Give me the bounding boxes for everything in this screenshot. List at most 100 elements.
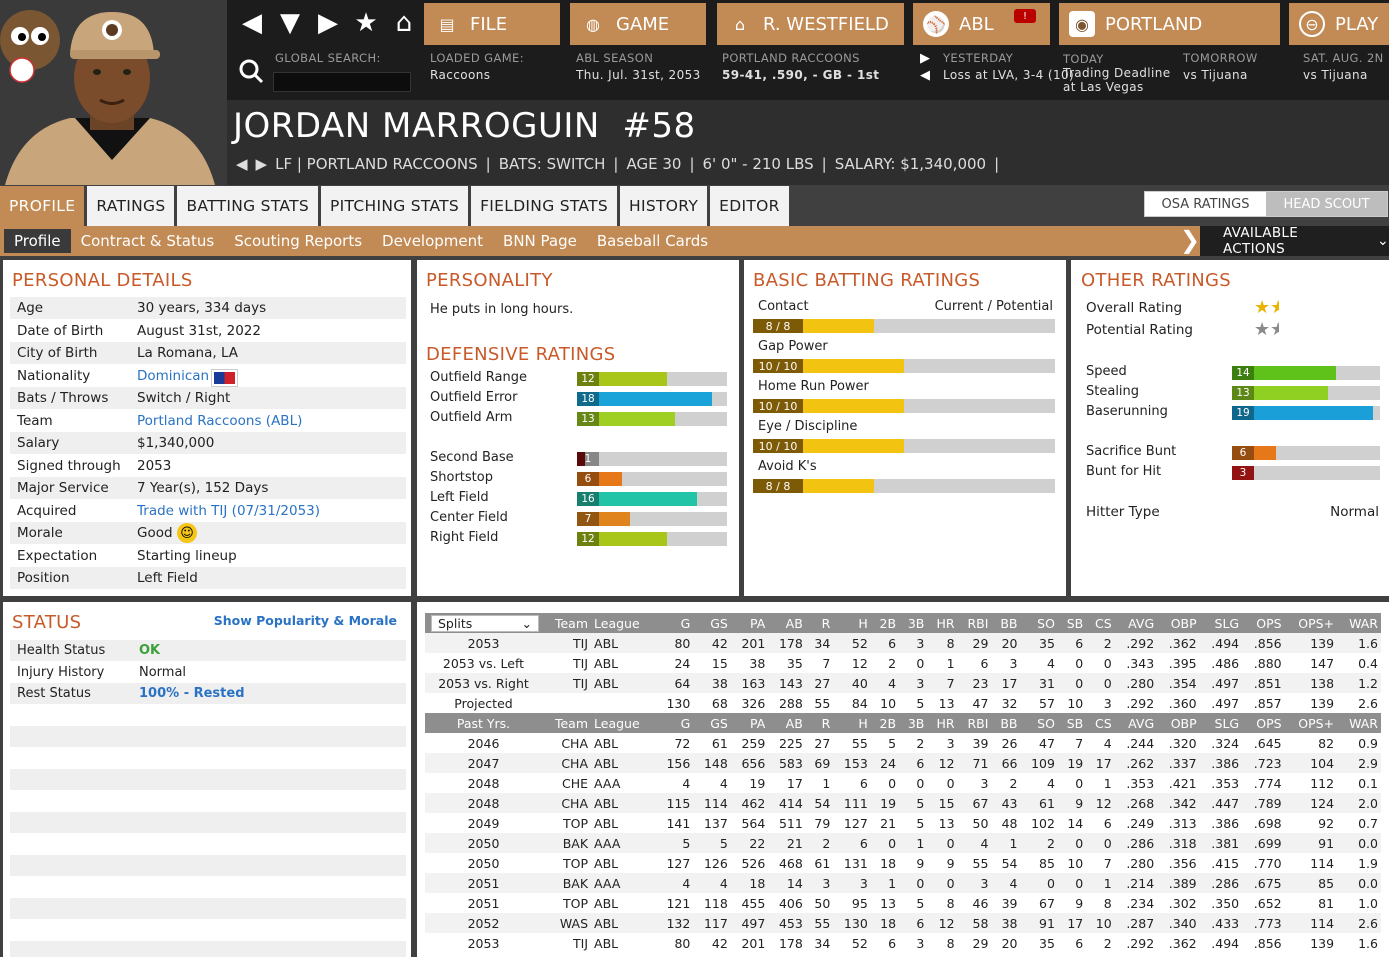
stats-header-cell[interactable]: GS bbox=[693, 613, 731, 633]
tab-fielding-stats[interactable]: FIELDING STATS bbox=[471, 186, 618, 226]
stats-header-row: Past Yrs. Team League G GS PA AB R H 2B 3B HR RBI BB S… bbox=[425, 713, 1381, 733]
stats-header-cell[interactable]: Team bbox=[542, 613, 592, 633]
star-icon[interactable]: ★ bbox=[354, 8, 378, 38]
stats-header-cell[interactable]: OPS+ bbox=[1284, 613, 1338, 633]
stats-cell: CHA bbox=[542, 793, 592, 813]
stats-header-cell[interactable]: SLG bbox=[1199, 613, 1243, 633]
search-input[interactable] bbox=[273, 72, 411, 92]
stats-header-cell[interactable]: OPS bbox=[1242, 713, 1285, 733]
file-button[interactable]: ▤ FILE bbox=[424, 3, 560, 45]
play-button[interactable]: ⊖ PLAY bbox=[1289, 3, 1389, 45]
manager-button[interactable]: ⌂ R. WESTFIELD bbox=[717, 3, 904, 45]
stats-header-cell[interactable]: 2B bbox=[870, 613, 900, 633]
stats-header-cell[interactable]: G bbox=[655, 713, 694, 733]
schedule-arrows[interactable]: ▶ ◀ bbox=[920, 51, 931, 83]
head-scout-button[interactable]: HEAD SCOUT bbox=[1266, 192, 1387, 216]
stats-header-cell[interactable]: GS bbox=[693, 713, 731, 733]
stats-header-cell[interactable]: Team bbox=[542, 713, 592, 733]
stats-header-cell[interactable]: BB bbox=[991, 613, 1021, 633]
splits-select[interactable]: Splits ⌄ bbox=[431, 614, 539, 632]
notification-badge[interactable]: ! bbox=[1014, 9, 1036, 23]
table-row: 2049 TOP ABL 141 137 564 511 79 127 21 5 13 50 48 102 1… bbox=[425, 813, 1381, 833]
league-button[interactable]: ⚾ ABL ! bbox=[913, 3, 1050, 45]
game-button[interactable]: ◍ GAME bbox=[570, 3, 706, 45]
tab-batting-stats[interactable]: BATTING STATS bbox=[177, 186, 318, 226]
stats-cell: 29 bbox=[957, 633, 992, 653]
stats-cell: 64 bbox=[655, 673, 694, 693]
stats-header-cell[interactable]: CS bbox=[1086, 613, 1115, 633]
team-button[interactable]: ◉ PORTLAND bbox=[1059, 3, 1280, 45]
detail-row bbox=[10, 477, 406, 499]
stats-cell: 5 bbox=[693, 833, 731, 853]
detail-value[interactable]: Trade with TIJ (07/31/2053) bbox=[137, 502, 321, 519]
stats-header-cell[interactable]: H bbox=[833, 613, 871, 633]
stats-cell: 4 bbox=[682, 775, 691, 791]
forward-arrow-icon[interactable]: ▶ bbox=[318, 8, 338, 38]
stats-header-cell[interactable]: OPS+ bbox=[1284, 713, 1338, 733]
stats-header-cell[interactable]: AVG bbox=[1114, 613, 1158, 633]
tab-history[interactable]: HISTORY bbox=[620, 186, 708, 226]
stats-header-cell[interactable]: R bbox=[805, 613, 834, 633]
stats-header-cell[interactable]: WAR bbox=[1337, 713, 1381, 733]
stats-header-cell[interactable]: R bbox=[805, 713, 834, 733]
stats-header-cell[interactable]: G bbox=[655, 613, 694, 633]
other-bar-fill bbox=[1232, 386, 1329, 400]
stats-header-cell[interactable]: HR bbox=[927, 613, 958, 633]
stats-header-cell[interactable]: HR bbox=[927, 713, 958, 733]
subtab-scouting[interactable]: Scouting Reports bbox=[234, 232, 363, 250]
stats-header-cell[interactable]: SO bbox=[1020, 613, 1058, 633]
prev-player-icon[interactable]: ◀ bbox=[236, 155, 248, 173]
dropdown-arrow-icon[interactable]: ▼ bbox=[280, 8, 300, 38]
stats-header-cell[interactable]: AB bbox=[768, 713, 806, 733]
stats-header-cell[interactable]: RBI bbox=[957, 713, 992, 733]
stats-header-cell[interactable]: 3B bbox=[899, 613, 928, 633]
stats-header-cell[interactable]: OBP bbox=[1157, 613, 1200, 633]
stats-header-cell[interactable]: OBP bbox=[1157, 713, 1200, 733]
stats-header-cell[interactable]: OPS bbox=[1242, 613, 1285, 633]
stats-header-cell[interactable]: BB bbox=[991, 713, 1021, 733]
stats-header-cell[interactable]: AB bbox=[768, 613, 806, 633]
subtab-cards[interactable]: Baseball Cards bbox=[596, 232, 709, 250]
tab-ratings[interactable]: RATINGS bbox=[87, 186, 175, 226]
stats-cell: 0 bbox=[946, 775, 955, 791]
detail-value[interactable]: Portland Raccoons (ABL) bbox=[137, 412, 303, 429]
defense-bar: 12 bbox=[577, 532, 727, 546]
stats-cell: 2 bbox=[1086, 633, 1115, 653]
stats-header-cell[interactable]: SO bbox=[1020, 713, 1058, 733]
subtab-profile[interactable]: Profile bbox=[4, 229, 71, 253]
stats-cell: 163 bbox=[730, 673, 769, 693]
stats-header-cell[interactable]: PA bbox=[730, 613, 769, 633]
stats-cell: AAA bbox=[594, 775, 621, 791]
stats-header-cell[interactable]: SB bbox=[1057, 613, 1087, 633]
subtab-development[interactable]: Development bbox=[382, 232, 484, 250]
subtab-contract[interactable]: Contract & Status bbox=[80, 232, 215, 250]
stats-header-cell[interactable]: H bbox=[833, 713, 871, 733]
defense-value: 18 bbox=[577, 392, 599, 406]
subtab-bnn[interactable]: BNN Page bbox=[503, 232, 577, 250]
stats-cell: .494 bbox=[1211, 935, 1240, 951]
search-icon[interactable] bbox=[238, 58, 264, 84]
osa-ratings-button[interactable]: OSA RATINGS bbox=[1145, 192, 1266, 216]
tab-profile[interactable]: PROFILE bbox=[0, 186, 85, 226]
show-popularity-link[interactable]: Show Popularity & Morale bbox=[213, 613, 397, 628]
next-player-icon[interactable]: ▶ bbox=[255, 155, 268, 173]
tab-editor[interactable]: EDITOR bbox=[710, 186, 789, 226]
stats-header-cell[interactable]: RBI bbox=[957, 613, 992, 633]
stats-header-cell[interactable]: CS bbox=[1086, 713, 1115, 733]
stats-header-cell[interactable]: SB bbox=[1057, 713, 1087, 733]
stats-header-first: Past Yrs. bbox=[425, 713, 542, 733]
stats-header-cell[interactable]: League bbox=[591, 713, 656, 733]
stats-header-cell[interactable]: PA bbox=[730, 713, 769, 733]
stats-header-cell[interactable]: WAR bbox=[1337, 613, 1381, 633]
stats-header-cell[interactable]: AVG bbox=[1114, 713, 1158, 733]
stats-header-cell[interactable]: 2B bbox=[870, 713, 900, 733]
home-icon[interactable]: ⌂ bbox=[395, 8, 413, 38]
back-arrow-icon[interactable]: ◀ bbox=[242, 8, 262, 38]
stats-header-cell[interactable]: League bbox=[591, 613, 656, 633]
tab-pitching-stats[interactable]: PITCHING STATS bbox=[321, 186, 469, 226]
detail-value[interactable]: Dominican bbox=[137, 367, 210, 384]
stats-cell: 3 bbox=[833, 873, 871, 893]
stats-header-cell[interactable]: 3B bbox=[899, 713, 928, 733]
stats-header-cell[interactable]: SLG bbox=[1199, 713, 1243, 733]
available-actions-button[interactable]: AVAILABLE ACTIONS ⌄ bbox=[1200, 225, 1389, 257]
